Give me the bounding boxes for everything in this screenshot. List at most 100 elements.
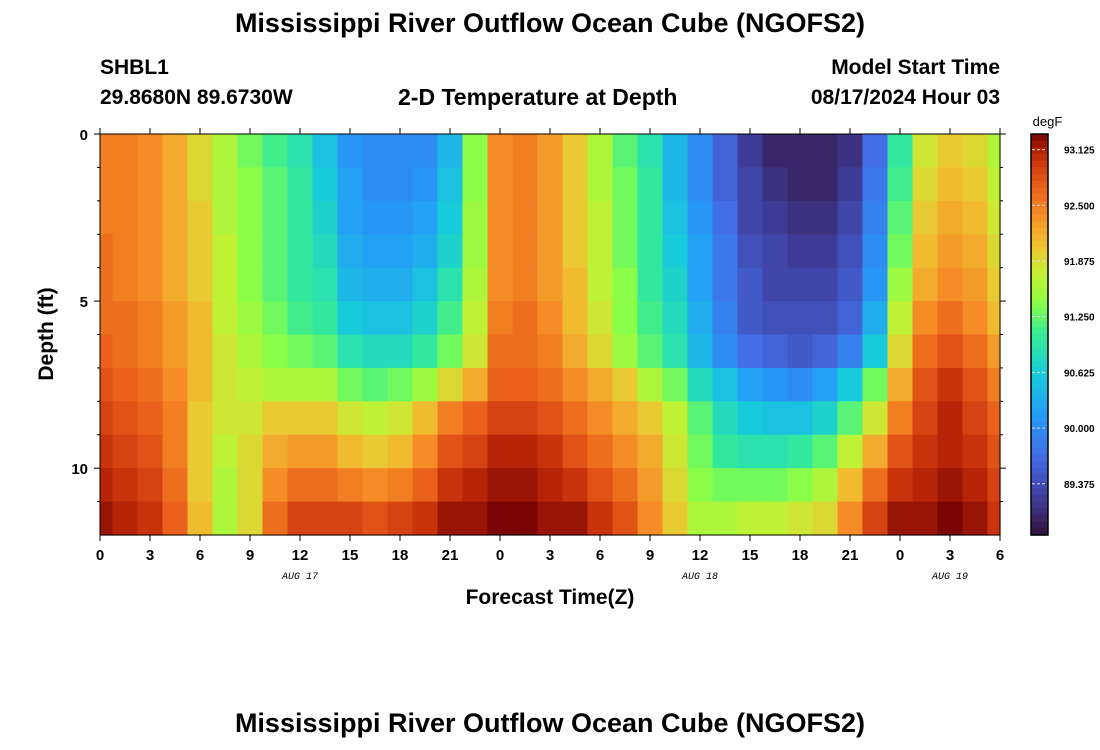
heatmap-cell	[162, 234, 189, 269]
heatmap-cell	[262, 334, 289, 369]
x-tick-label: 9	[646, 547, 654, 564]
colorbar-tick-label: 90.000	[1064, 424, 1095, 435]
heatmap-cell	[412, 334, 439, 369]
heatmap-cell	[137, 501, 164, 536]
colorbar-segment	[1031, 347, 1048, 356]
x-tick-label: 6	[596, 547, 604, 564]
heatmap-cell	[912, 134, 939, 169]
heatmap-cell	[787, 167, 814, 202]
heatmap-cell	[512, 367, 539, 402]
heatmap-cell	[562, 234, 589, 269]
colorbar-segment	[1031, 281, 1048, 289]
heatmap-cell	[487, 167, 514, 202]
heatmap-cell	[587, 134, 614, 169]
heatmap-cell	[762, 200, 789, 235]
x-tick-label: 9	[246, 547, 254, 564]
heatmap-cell	[262, 367, 289, 402]
heatmap-cell	[100, 501, 114, 536]
heatmap-cell	[962, 434, 989, 469]
heatmap-cell	[312, 334, 339, 369]
heatmap-cell	[462, 401, 489, 436]
heatmap-cell	[537, 301, 564, 336]
heatmap-cell	[612, 367, 639, 402]
heatmap-cell	[937, 401, 964, 436]
heatmap-cell	[137, 267, 164, 302]
heatmap-cell	[137, 134, 164, 169]
colorbar-segment	[1031, 501, 1048, 509]
heatmap-cell	[662, 501, 689, 536]
heatmap-cell	[787, 334, 814, 369]
heatmap-cell	[562, 134, 589, 169]
heatmap-cell	[412, 434, 439, 469]
heatmap-cell	[512, 401, 539, 436]
heatmap-cell	[512, 267, 539, 302]
heatmap-cell	[487, 200, 514, 235]
heatmap-cell	[162, 501, 189, 536]
heatmap-cell	[762, 334, 789, 369]
heatmap-cell	[562, 401, 589, 436]
heatmap-cell	[162, 267, 189, 302]
colorbar-tick-label: 90.625	[1064, 368, 1095, 379]
heatmap-cell	[637, 167, 664, 202]
heatmap-cell	[237, 167, 264, 202]
heatmap-cell	[162, 434, 189, 469]
y-tick-label: 5	[80, 294, 88, 311]
heatmap-cell	[712, 401, 739, 436]
heatmap-cell	[237, 134, 264, 169]
heatmap-cell	[437, 167, 464, 202]
heatmap-cell	[862, 200, 889, 235]
heatmap-cell	[137, 167, 164, 202]
heatmap-cell	[787, 267, 814, 302]
heatmap-cell	[887, 367, 914, 402]
heatmap-cell	[937, 267, 964, 302]
y-tick-label: 0	[80, 127, 88, 144]
heatmap-cell	[712, 367, 739, 402]
colorbar-segment	[1031, 521, 1048, 529]
heatmap-cell	[612, 468, 639, 503]
heatmap-cell	[962, 167, 989, 202]
heatmap-cell	[987, 200, 1001, 235]
heatmap-cell	[412, 501, 439, 536]
heatmap-cell	[187, 301, 214, 336]
x-tick-label: 6	[996, 547, 1004, 564]
heatmap-cell	[462, 234, 489, 269]
heatmap-cell	[162, 367, 189, 402]
heatmap-cell	[812, 434, 839, 469]
heatmap-cell	[812, 301, 839, 336]
heatmap-cell	[112, 234, 139, 269]
heatmap-cell	[687, 167, 714, 202]
heatmap-cell	[862, 367, 889, 402]
heatmap-cell	[562, 334, 589, 369]
heatmap-cell	[787, 468, 814, 503]
heatmap-cell	[512, 501, 539, 536]
heatmap-cell	[887, 334, 914, 369]
heatmap-cell	[662, 134, 689, 169]
colorbar-segment	[1031, 334, 1048, 342]
heatmap-cell	[637, 367, 664, 402]
heatmap-cell	[587, 234, 614, 269]
heatmap-cell	[412, 167, 439, 202]
x-tick-label: 21	[842, 547, 859, 564]
heatmap-cell	[637, 434, 664, 469]
heatmap-cell	[100, 401, 114, 436]
heatmap-cell	[387, 434, 414, 469]
colorbar-segment	[1031, 454, 1048, 463]
heatmap-cell	[912, 401, 939, 436]
x-tick-label: 3	[546, 547, 554, 564]
colorbar-segment	[1031, 327, 1048, 336]
heatmap-cell	[687, 200, 714, 235]
heatmap-cell	[637, 501, 664, 536]
heatmap-cell	[412, 267, 439, 302]
colorbar-segment	[1031, 214, 1048, 222]
x-tick-label: 18	[792, 547, 809, 564]
colorbar-units-label: degF	[1033, 114, 1063, 129]
heatmap-cell	[262, 134, 289, 169]
heatmap-cell	[212, 301, 239, 336]
heatmap-cell	[762, 301, 789, 336]
heatmap-cell	[662, 468, 689, 503]
heatmap-cell	[712, 468, 739, 503]
heatmap-cell	[262, 468, 289, 503]
heatmap-cell	[662, 200, 689, 235]
heatmap-cell	[962, 301, 989, 336]
x-tick-label: 12	[292, 547, 309, 564]
